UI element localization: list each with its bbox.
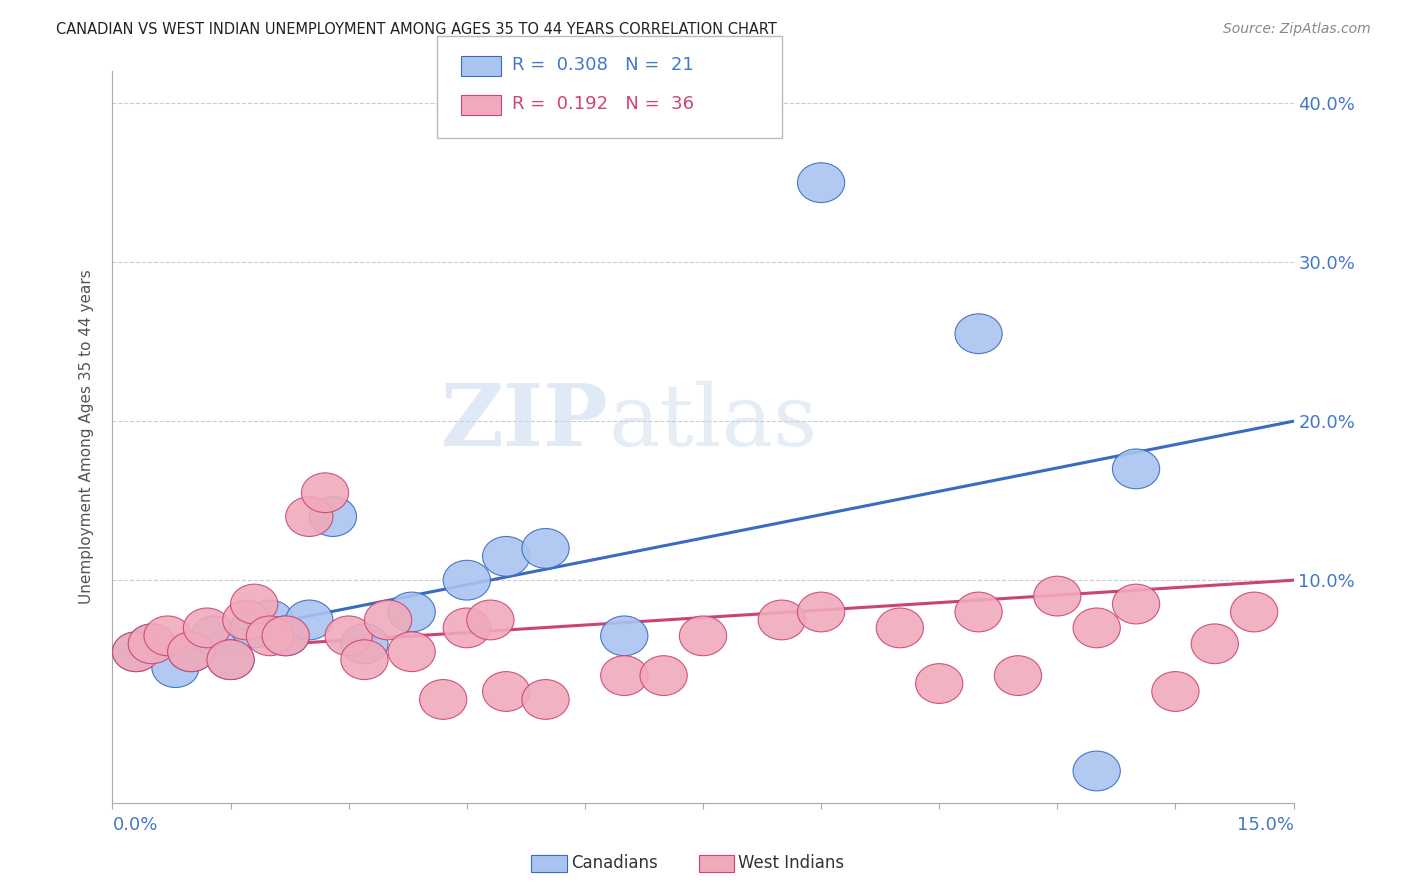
- Ellipse shape: [152, 648, 200, 688]
- Ellipse shape: [1112, 449, 1160, 489]
- Ellipse shape: [915, 664, 963, 704]
- Ellipse shape: [522, 680, 569, 719]
- Text: 0.0%: 0.0%: [112, 815, 157, 833]
- Ellipse shape: [482, 536, 530, 576]
- Ellipse shape: [262, 616, 309, 656]
- Text: 15.0%: 15.0%: [1236, 815, 1294, 833]
- Ellipse shape: [522, 528, 569, 568]
- Ellipse shape: [955, 592, 1002, 632]
- Ellipse shape: [797, 162, 845, 202]
- Ellipse shape: [797, 592, 845, 632]
- Text: Source: ZipAtlas.com: Source: ZipAtlas.com: [1223, 22, 1371, 37]
- Y-axis label: Unemployment Among Ages 35 to 44 years: Unemployment Among Ages 35 to 44 years: [79, 269, 94, 605]
- Ellipse shape: [285, 600, 333, 640]
- Ellipse shape: [285, 497, 333, 536]
- Ellipse shape: [1152, 672, 1199, 712]
- Ellipse shape: [207, 640, 254, 680]
- Ellipse shape: [246, 600, 294, 640]
- Ellipse shape: [325, 616, 373, 656]
- Ellipse shape: [128, 624, 176, 664]
- Ellipse shape: [388, 592, 436, 632]
- Ellipse shape: [143, 616, 191, 656]
- Ellipse shape: [600, 616, 648, 656]
- Ellipse shape: [1230, 592, 1278, 632]
- Ellipse shape: [876, 608, 924, 648]
- Ellipse shape: [167, 632, 215, 672]
- Ellipse shape: [1112, 584, 1160, 624]
- Ellipse shape: [640, 656, 688, 696]
- Ellipse shape: [262, 616, 309, 656]
- Ellipse shape: [191, 616, 239, 656]
- Ellipse shape: [167, 632, 215, 672]
- Ellipse shape: [301, 473, 349, 513]
- Ellipse shape: [600, 656, 648, 696]
- Text: Canadians: Canadians: [571, 855, 658, 872]
- Ellipse shape: [340, 640, 388, 680]
- Text: CANADIAN VS WEST INDIAN UNEMPLOYMENT AMONG AGES 35 TO 44 YEARS CORRELATION CHART: CANADIAN VS WEST INDIAN UNEMPLOYMENT AMO…: [56, 22, 778, 37]
- Ellipse shape: [994, 656, 1042, 696]
- Ellipse shape: [467, 600, 515, 640]
- Ellipse shape: [231, 608, 278, 648]
- Ellipse shape: [1191, 624, 1239, 664]
- Ellipse shape: [679, 616, 727, 656]
- Ellipse shape: [340, 624, 388, 664]
- Ellipse shape: [1073, 751, 1121, 791]
- Ellipse shape: [443, 608, 491, 648]
- Ellipse shape: [758, 600, 806, 640]
- Text: R =  0.308   N =  21: R = 0.308 N = 21: [512, 56, 693, 74]
- Ellipse shape: [231, 584, 278, 624]
- Ellipse shape: [482, 672, 530, 712]
- Ellipse shape: [364, 600, 412, 640]
- Ellipse shape: [419, 680, 467, 719]
- Ellipse shape: [246, 616, 294, 656]
- Ellipse shape: [112, 632, 160, 672]
- Ellipse shape: [388, 632, 436, 672]
- Text: ZIP: ZIP: [440, 381, 609, 465]
- Ellipse shape: [112, 632, 160, 672]
- Ellipse shape: [183, 608, 231, 648]
- Text: West Indians: West Indians: [738, 855, 844, 872]
- Ellipse shape: [1033, 576, 1081, 616]
- Text: atlas: atlas: [609, 381, 818, 464]
- Ellipse shape: [222, 600, 270, 640]
- Ellipse shape: [128, 624, 176, 664]
- Ellipse shape: [955, 314, 1002, 353]
- Text: R =  0.192   N =  36: R = 0.192 N = 36: [512, 95, 693, 113]
- Ellipse shape: [207, 640, 254, 680]
- Ellipse shape: [1073, 608, 1121, 648]
- Ellipse shape: [443, 560, 491, 600]
- Ellipse shape: [309, 497, 357, 536]
